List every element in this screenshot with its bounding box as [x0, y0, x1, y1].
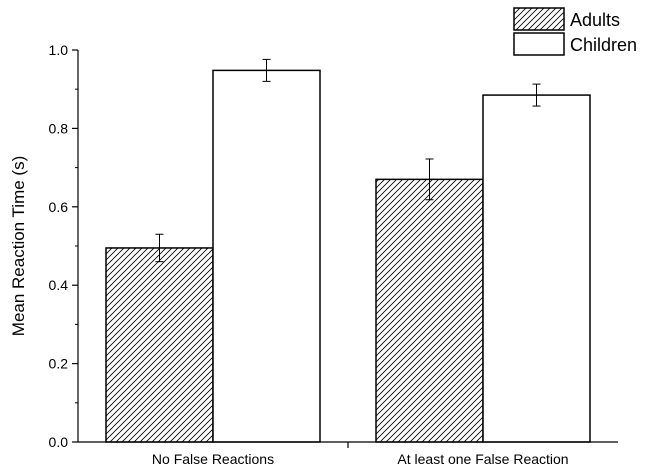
y-tick-label: 1.0 [49, 42, 69, 58]
bar-children-1 [482, 94, 591, 443]
bar-children-0 [212, 69, 321, 443]
error-bars-layer [155, 58, 541, 263]
y-tick-label: 0.0 [49, 434, 69, 450]
x-tick-label: No False Reactions [152, 451, 274, 467]
x-ticks: No False Reactions At least one False Rea… [152, 442, 569, 467]
y-ticks: 0.0 0.2 0.4 0.6 0.8 1.0 [49, 42, 78, 450]
axes: 0.0 0.2 0.4 0.6 0.8 1.0 No False Reactions At … [49, 42, 618, 467]
bars-layer [105, 69, 591, 443]
y-tick-label: 0.4 [49, 277, 69, 293]
legend-swatch-children [513, 32, 565, 56]
y-tick-label: 0.2 [49, 356, 69, 372]
y-tick-label: 0.8 [49, 120, 69, 136]
y-tick-label: 0.6 [49, 199, 69, 215]
y-axis-label: Mean Reaction Time (s) [9, 156, 28, 336]
legend: Adults Children [513, 7, 637, 56]
legend-swatch-adults [513, 7, 565, 31]
legend-label-children: Children [570, 35, 637, 55]
legend-label-adults: Adults [570, 10, 620, 30]
bar-adults-1 [375, 178, 484, 443]
x-tick-label: At least one False Reaction [397, 451, 568, 467]
bar-adults-0 [105, 247, 214, 443]
